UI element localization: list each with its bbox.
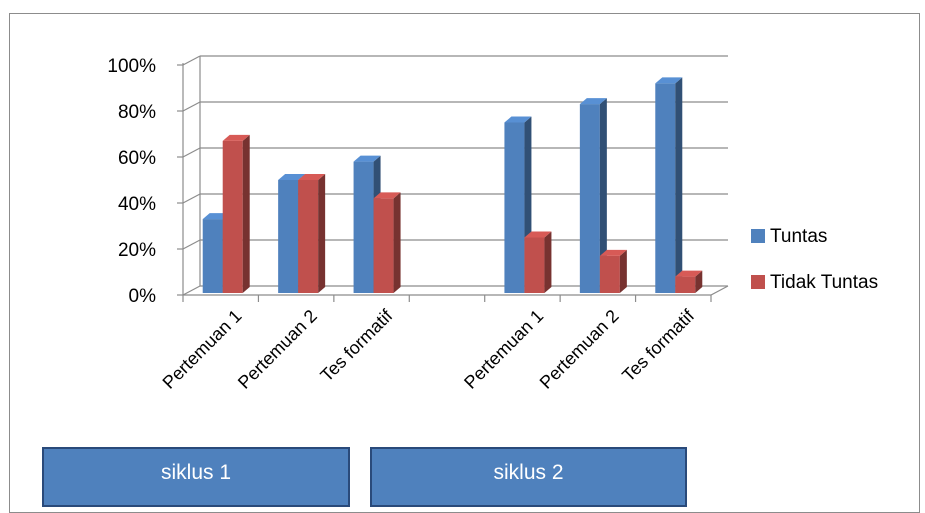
bar-side <box>619 249 627 293</box>
bar-top <box>298 174 326 180</box>
group-box-siklus-2: siklus 2 <box>370 447 687 507</box>
bar-tidak-tuntas <box>675 270 703 293</box>
y-tick-label: 40% <box>118 194 156 215</box>
bar-tidak-tuntas <box>222 134 250 293</box>
bar-top <box>655 77 683 84</box>
bar-top <box>524 231 552 238</box>
x-tick-label: Pertemuan 2 <box>536 306 623 393</box>
bar-side <box>544 231 552 293</box>
bar-top <box>675 270 703 277</box>
bar-top <box>579 98 607 105</box>
gridline-side <box>182 193 201 204</box>
legend-label: Tidak Tuntas <box>770 272 878 293</box>
x-tick-label: Pertemuan 1 <box>159 306 246 393</box>
group-box-siklus-1: siklus 1 <box>42 447 350 507</box>
bar-front <box>353 161 374 293</box>
bar-tidak-tuntas <box>298 174 326 293</box>
bar-front <box>298 180 319 293</box>
bar-chart: 0%20%40%60%80%100% Pertemuan 1Pertemuan … <box>107 55 878 393</box>
bar-top <box>373 192 401 199</box>
bar-front <box>524 237 545 293</box>
y-tick-label: 0% <box>129 286 157 307</box>
bar-top <box>222 134 250 141</box>
bar-side <box>242 134 250 293</box>
axes <box>182 56 729 302</box>
x-tick-label: Tes formatif <box>618 305 699 386</box>
y-tick-label: 20% <box>118 240 156 261</box>
x-tick-label: Pertemuan 2 <box>234 306 321 393</box>
group-label-siklus-2: siklus 2 <box>493 461 564 484</box>
gridline-side <box>182 55 201 66</box>
x-axis <box>183 285 729 296</box>
bar-tidak-tuntas <box>599 249 627 293</box>
bar-front <box>655 83 676 294</box>
y-tick-label: 100% <box>107 56 156 77</box>
legend-swatch <box>751 229 765 243</box>
bar-front <box>202 219 223 293</box>
bar-top <box>278 174 306 180</box>
gridline-side <box>182 285 201 296</box>
bar-tuntas <box>579 98 607 293</box>
gridline-side <box>182 101 201 112</box>
legend-label: Tuntas <box>770 226 827 247</box>
bar-front <box>579 104 600 293</box>
bar-top <box>504 116 532 123</box>
bar-top <box>353 155 381 162</box>
bar-side <box>393 192 401 293</box>
bar-side <box>675 77 683 294</box>
bar-front <box>599 255 620 293</box>
bar-front <box>373 198 394 293</box>
bar-front <box>504 122 525 293</box>
bars <box>202 77 703 294</box>
y-tick-label: 80% <box>118 102 156 123</box>
bar-side <box>318 174 326 293</box>
bar-tuntas <box>655 77 683 294</box>
legend: Tuntas Tidak Tuntas <box>751 226 878 293</box>
bar-front <box>675 276 696 293</box>
y-axis-ticks: 0% 20% 40% 60% 80% 100% <box>107 56 183 307</box>
x-tick-label: Pertemuan 1 <box>460 306 547 393</box>
bar-top <box>599 249 627 256</box>
x-tick-label: Tes formatif <box>316 305 397 386</box>
chart-frame <box>9 13 920 513</box>
legend-swatch <box>751 275 765 289</box>
bar-front <box>222 140 243 293</box>
bar-side <box>599 98 607 293</box>
gridlines <box>182 55 728 296</box>
gridline-side <box>182 147 201 158</box>
group-label-siklus-1: siklus 1 <box>160 461 232 484</box>
bar-tidak-tuntas <box>524 231 552 293</box>
y-tick-label: 60% <box>118 148 156 169</box>
gridline-side <box>182 239 201 250</box>
bar-tidak-tuntas <box>373 192 401 293</box>
bar-front <box>278 180 299 293</box>
bar-side <box>695 270 703 293</box>
